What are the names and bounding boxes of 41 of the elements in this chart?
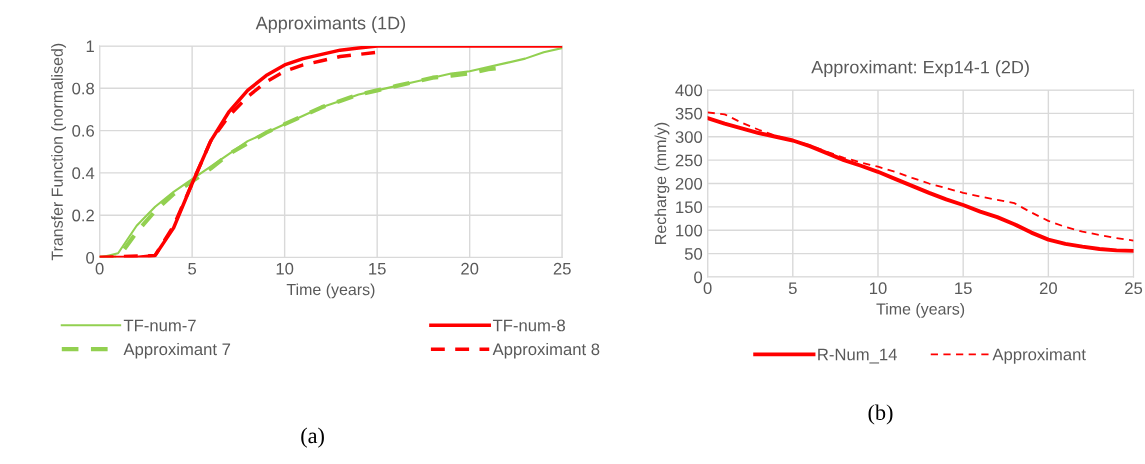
x-tick-label: 0 bbox=[95, 262, 104, 275]
x-tick-label: 10 bbox=[276, 262, 294, 275]
y-tick-label: 0.2 bbox=[72, 209, 94, 222]
legend-label: Approximant bbox=[992, 348, 1086, 364]
y-axis-title: Transfer Function (normalised) bbox=[51, 43, 67, 261]
chart-title: Approximants (1D) bbox=[255, 16, 406, 34]
x-tick-label: 5 bbox=[188, 262, 197, 275]
x-tick-label: 10 bbox=[869, 282, 887, 295]
y-tick-label: 0 bbox=[86, 251, 95, 264]
y-tick-label: 300 bbox=[675, 131, 703, 143]
y-tick-label: 1 bbox=[86, 40, 94, 52]
x-tick-label: 20 bbox=[461, 262, 479, 275]
x-tick-label: 20 bbox=[1039, 282, 1057, 295]
y-tick-label: 250 bbox=[675, 154, 703, 167]
y-tick-label: 0.6 bbox=[72, 124, 95, 137]
legend-label: Approximant 7 bbox=[123, 342, 231, 359]
y-tick-label: 150 bbox=[676, 201, 703, 214]
x-tick-label: 0 bbox=[703, 282, 712, 295]
y-tick-label: 350 bbox=[675, 107, 703, 120]
y-tick-label: 0 bbox=[694, 271, 703, 284]
x-tick-label: 25 bbox=[553, 262, 571, 275]
x-tick-label: 15 bbox=[369, 262, 386, 275]
x-tick-label: 15 bbox=[955, 282, 972, 295]
chart-title: Approximant: Exp14-1 (2D) bbox=[811, 60, 1029, 78]
x-tick-label: 25 bbox=[1125, 282, 1143, 295]
x-tick-label: 5 bbox=[788, 282, 797, 295]
y-axis-title: Recharge (mm/y) bbox=[654, 122, 670, 244]
text: (b) bbox=[868, 404, 893, 425]
x-axis-title: Time (years) bbox=[286, 283, 375, 299]
text: (a) bbox=[301, 427, 324, 448]
legend-label: Approximant 8 bbox=[492, 342, 600, 359]
y-tick-label: 0.4 bbox=[72, 167, 95, 180]
y-tick-label: 50 bbox=[684, 248, 703, 260]
x-axis-title: Time (years) bbox=[876, 302, 965, 318]
y-tick-label: 400 bbox=[675, 84, 703, 97]
legend-label: TF-num-7 bbox=[123, 319, 196, 332]
legend-label: TF-num-8 bbox=[492, 319, 565, 332]
legend-label: R-Num_14 bbox=[818, 348, 897, 364]
y-tick-label: 100 bbox=[676, 224, 703, 237]
y-tick-label: 0.8 bbox=[72, 82, 95, 95]
y-tick-label: 200 bbox=[675, 177, 703, 190]
